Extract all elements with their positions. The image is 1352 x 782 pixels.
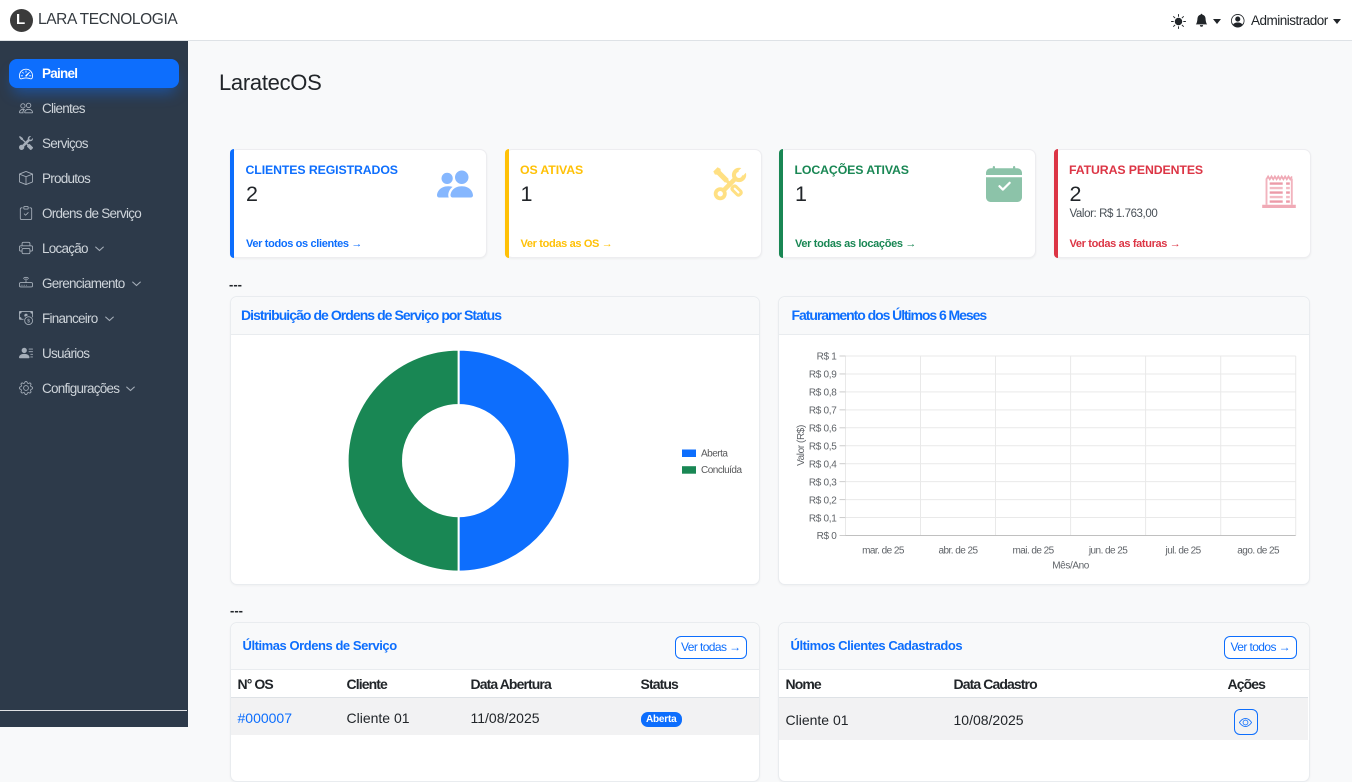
svg-text:jul. de 25: jul. de 25 — [1165, 546, 1202, 557]
svg-text:Valor (R$): Valor (R$) — [796, 425, 807, 466]
svg-text:jun. de 25: jun. de 25 — [1088, 546, 1128, 557]
svg-text:R$ 0,6: R$ 0,6 — [809, 424, 837, 435]
svg-text:R$ 0,7: R$ 0,7 — [809, 406, 837, 417]
svg-text:Concluída: Concluída — [701, 465, 742, 476]
svg-text:R$ 0,9: R$ 0,9 — [809, 370, 837, 381]
svg-text:Mês/Ano: Mês/Ano — [1052, 560, 1090, 571]
svg-text:R$ 1: R$ 1 — [817, 352, 838, 363]
svg-text:R$ 0,1: R$ 0,1 — [809, 513, 837, 524]
svg-text:mar. de 25: mar. de 25 — [862, 546, 905, 557]
svg-text:abr. de 25: abr. de 25 — [939, 546, 979, 557]
svg-text:R$ 0,4: R$ 0,4 — [809, 459, 837, 470]
svg-text:ago. de 25: ago. de 25 — [1237, 546, 1280, 557]
svg-text:R$ 0,5: R$ 0,5 — [809, 441, 837, 452]
svg-text:R$ 0,3: R$ 0,3 — [809, 477, 837, 488]
svg-text:Aberta: Aberta — [701, 448, 728, 459]
svg-text:mai. de 25: mai. de 25 — [1012, 546, 1054, 557]
svg-text:R$ 0,8: R$ 0,8 — [809, 388, 837, 399]
svg-text:R$ 0,2: R$ 0,2 — [809, 495, 837, 506]
svg-text:R$ 0: R$ 0 — [817, 531, 838, 542]
